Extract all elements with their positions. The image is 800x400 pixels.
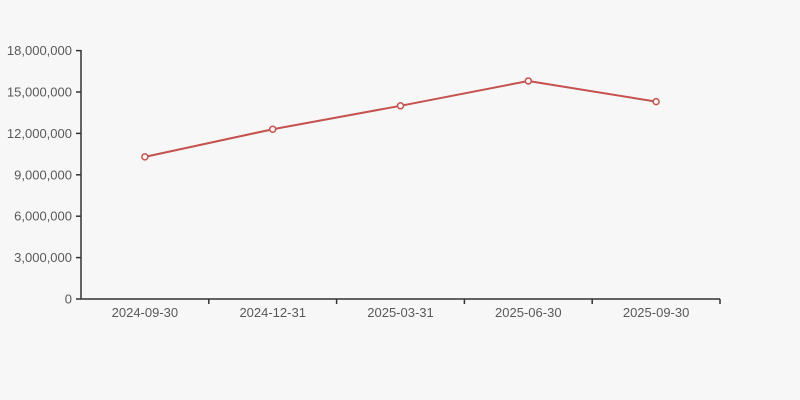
y-tick-label: 15,000,000 <box>7 85 72 100</box>
data-point-marker <box>652 97 660 106</box>
data-point-marker <box>268 125 277 134</box>
x-tick-label: 2025-06-30 <box>495 305 562 320</box>
y-tick-label: 6,000,000 <box>14 209 72 224</box>
y-tick-label: 9,000,000 <box>14 167 72 182</box>
y-tick-label: 3,000,000 <box>14 250 72 265</box>
x-tick-label: 2024-09-30 <box>112 305 179 320</box>
y-tick-label: 18,000,000 <box>7 43 72 58</box>
data-point-marker <box>396 102 405 110</box>
x-tick-label: 2024-12-31 <box>239 305 306 320</box>
data-point-marker <box>141 153 149 161</box>
series-line <box>144 79 657 158</box>
x-tick-label: 2025-03-31 <box>367 305 434 320</box>
y-tick-label: 0 <box>65 292 72 307</box>
x-tick-label: 2025-09-30 <box>623 305 690 320</box>
y-tick-label: 12,000,000 <box>7 126 72 141</box>
data-point-marker <box>524 77 533 85</box>
